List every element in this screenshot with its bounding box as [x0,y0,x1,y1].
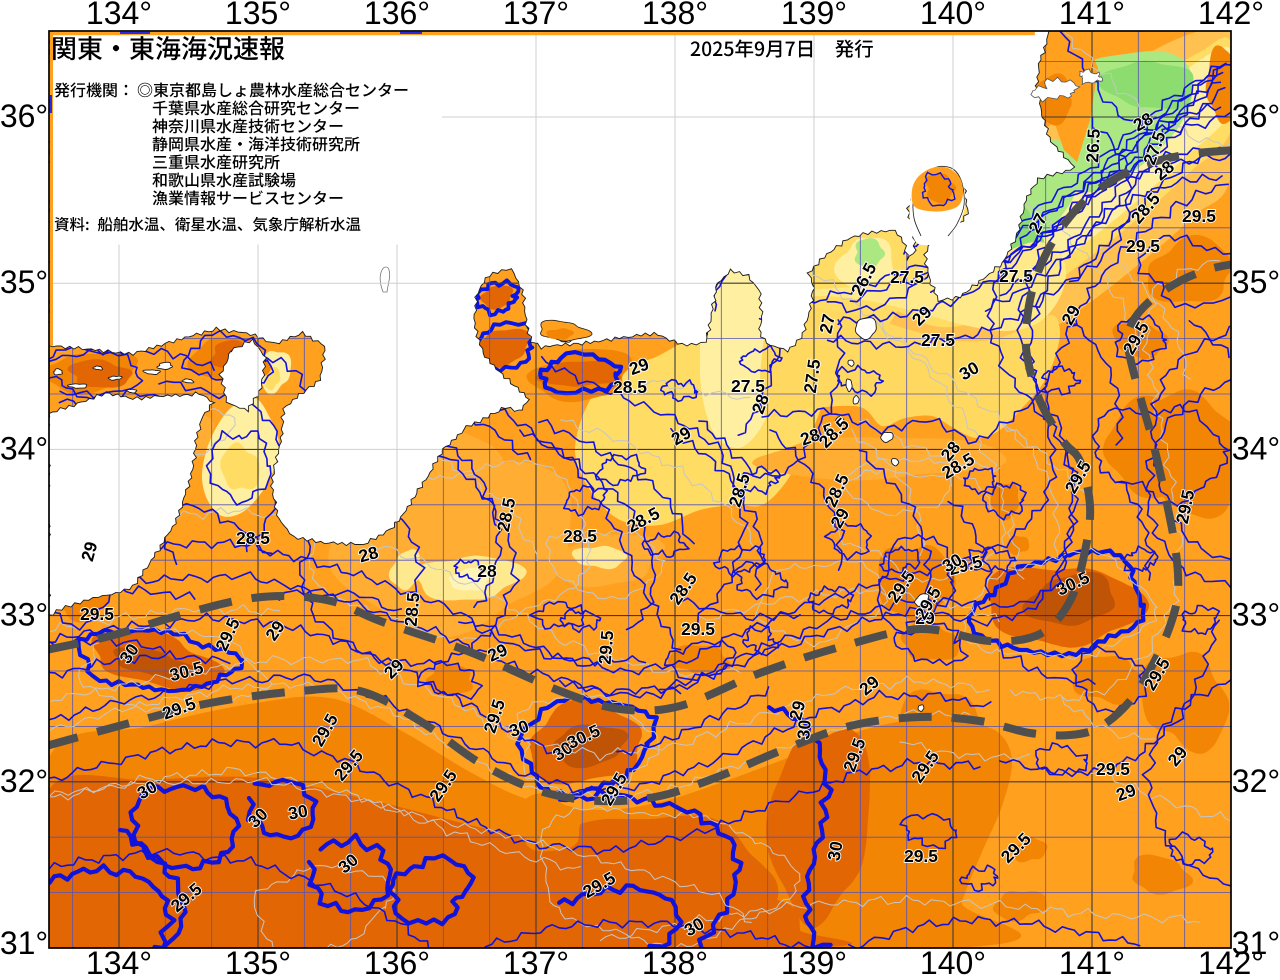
svg-text:27.5: 27.5 [800,358,825,395]
svg-text:30: 30 [287,801,310,824]
svg-text:29: 29 [915,608,935,628]
svg-text:33°: 33° [1232,597,1280,633]
svg-text:136°: 136° [364,0,430,31]
svg-text:137°: 137° [503,945,569,980]
svg-text:139°: 139° [781,0,847,31]
svg-text:27: 27 [815,312,839,335]
svg-text:30: 30 [793,719,815,740]
svg-text:142°: 142° [1198,0,1264,31]
svg-text:31°: 31° [1232,925,1280,961]
svg-text:28.5: 28.5 [563,526,597,546]
svg-text:36°: 36° [1232,98,1280,134]
svg-text:26.5: 26.5 [1082,128,1104,163]
svg-text:135°: 135° [225,0,291,31]
svg-text:29.5: 29.5 [904,846,938,866]
svg-text:28.5: 28.5 [401,591,424,627]
svg-text:134°: 134° [86,945,152,980]
svg-text:29.5: 29.5 [595,629,618,665]
svg-text:28: 28 [477,561,497,581]
svg-text:29.5: 29.5 [681,619,715,639]
svg-text:34°: 34° [1232,430,1280,466]
svg-text:32°: 32° [0,763,48,799]
svg-text:28.5: 28.5 [613,377,647,397]
svg-text:29.5: 29.5 [80,604,114,624]
svg-text:140°: 140° [920,945,986,980]
svg-text:34°: 34° [0,430,48,466]
svg-text:134°: 134° [86,0,152,31]
svg-text:35°: 35° [1232,264,1280,300]
svg-text:140°: 140° [920,0,986,31]
svg-text:138°: 138° [642,945,708,980]
svg-text:141°: 141° [1059,0,1125,31]
svg-text:138°: 138° [642,0,708,31]
svg-text:29.5: 29.5 [1126,236,1160,256]
svg-text:27.5: 27.5 [999,266,1033,286]
svg-text:27.5: 27.5 [890,267,924,287]
svg-text:35°: 35° [0,264,48,300]
svg-text:30: 30 [824,839,847,862]
svg-text:137°: 137° [503,0,569,31]
svg-text:31°: 31° [0,925,48,961]
svg-text:27.5: 27.5 [731,376,765,396]
svg-text:32°: 32° [1232,763,1280,799]
svg-text:135°: 135° [225,945,291,980]
svg-text:142°: 142° [1198,945,1264,980]
svg-text:29.5: 29.5 [1096,759,1130,779]
svg-text:136°: 136° [364,945,430,980]
svg-text:28.5: 28.5 [236,528,270,548]
svg-text:141°: 141° [1059,945,1125,980]
svg-text:139°: 139° [781,945,847,980]
svg-text:27.5: 27.5 [921,330,955,350]
svg-text:33°: 33° [0,597,48,633]
svg-text:36°: 36° [0,98,48,134]
svg-text:29.5: 29.5 [1182,206,1216,226]
